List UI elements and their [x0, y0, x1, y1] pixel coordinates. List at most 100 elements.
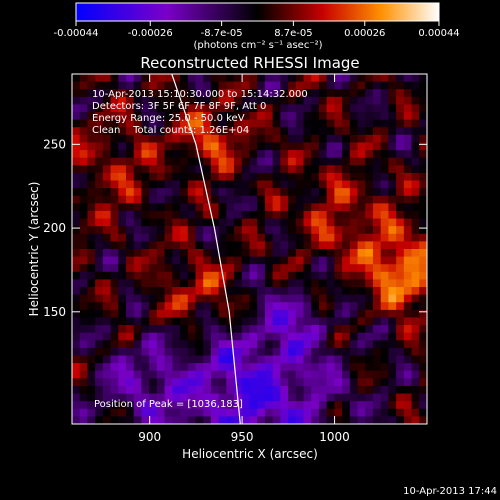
heatmap-cell — [102, 325, 111, 334]
heatmap-cell — [203, 210, 212, 219]
heatmap-cell — [272, 89, 281, 98]
heatmap-cell — [156, 279, 166, 288]
heatmap-cell — [149, 249, 158, 258]
heatmap-cell — [264, 134, 274, 143]
heatmap-cell — [156, 256, 166, 265]
heatmap-cell — [380, 172, 389, 181]
heatmap-cell — [372, 226, 382, 235]
heatmap-cell — [357, 195, 366, 204]
heatmap-cell — [87, 355, 96, 364]
heatmap-cell — [126, 81, 135, 90]
heatmap-cell — [295, 416, 304, 424]
heatmap-cell — [342, 203, 351, 212]
heatmap-cell — [365, 325, 374, 334]
heatmap-cell — [365, 241, 374, 250]
heatmap-cell — [419, 340, 427, 349]
heatmap-cell — [280, 408, 289, 417]
heatmap-cell — [318, 142, 328, 151]
heatmap-cell — [295, 96, 304, 105]
heatmap-cell — [141, 74, 150, 83]
colorbar-tick-label: -0.00026 — [128, 28, 173, 39]
heatmap-cell — [334, 370, 343, 379]
heatmap-cell — [334, 393, 343, 402]
heatmap-cell — [95, 347, 104, 356]
heatmap-cell — [380, 188, 389, 197]
heatmap-cell — [141, 134, 150, 143]
heatmap-cell — [403, 416, 412, 424]
heatmap-cell — [218, 81, 227, 90]
heatmap-cell — [411, 241, 420, 250]
heatmap-cell — [203, 157, 212, 166]
heatmap-cell — [280, 218, 289, 227]
heatmap-cell — [396, 287, 405, 296]
heatmap-cell — [110, 355, 119, 364]
heatmap-cell — [164, 81, 173, 90]
heatmap-cell — [156, 233, 166, 242]
heatmap-cell — [234, 233, 243, 242]
heatmap-cell — [172, 287, 181, 296]
heatmap-cell — [218, 150, 227, 159]
heatmap-cell — [95, 112, 104, 121]
heatmap-cell — [72, 340, 81, 349]
heatmap-cell — [172, 127, 181, 136]
heatmap-cell — [295, 226, 304, 235]
heatmap-cell — [180, 325, 189, 334]
heatmap-cell — [403, 294, 412, 303]
heatmap-cell — [72, 287, 81, 296]
heatmap-cell — [149, 180, 158, 189]
heatmap-cell — [149, 317, 158, 326]
timestamp: 10-Apr-2013 17:44 — [403, 486, 497, 497]
heatmap-cell — [172, 271, 181, 280]
heatmap-cell — [118, 241, 127, 250]
heatmap-cell — [257, 363, 266, 372]
heatmap-cell — [303, 119, 312, 128]
heatmap-cell — [195, 188, 204, 197]
heatmap-cell — [133, 401, 142, 410]
heatmap-cell — [87, 233, 96, 242]
heatmap-cell — [126, 287, 135, 296]
heatmap-cell — [334, 180, 343, 189]
heatmap-cell — [102, 416, 111, 424]
heatmap-cell — [334, 172, 343, 181]
heatmap-cell — [210, 416, 220, 424]
heatmap-cell — [87, 218, 96, 227]
heatmap-cell — [172, 96, 181, 105]
heatmap-cell — [156, 271, 166, 280]
heatmap-cell — [411, 309, 420, 318]
heatmap-cell — [141, 309, 150, 318]
heatmap-cell — [311, 195, 320, 204]
heatmap-cell — [303, 378, 312, 387]
heatmap-cell — [342, 96, 351, 105]
heatmap-cell — [79, 393, 88, 402]
heatmap-cell — [288, 317, 297, 326]
heatmap-cell — [396, 218, 405, 227]
heatmap-cell — [411, 302, 420, 311]
heatmap-cell — [218, 195, 227, 204]
heatmap-cell — [95, 180, 104, 189]
heatmap-cell — [349, 134, 358, 143]
heatmap-cell — [210, 264, 220, 273]
heatmap-cell — [102, 134, 111, 143]
heatmap-cell — [257, 385, 266, 394]
heatmap-cell — [164, 401, 173, 410]
heatmap-cell — [403, 378, 412, 387]
heatmap-cell — [403, 74, 412, 83]
heatmap-cell — [110, 416, 119, 424]
heatmap-cell — [388, 195, 397, 204]
heatmap-cell — [172, 355, 181, 364]
heatmap-cell — [102, 89, 111, 98]
heatmap-cell — [187, 180, 196, 189]
heatmap-cell — [280, 363, 289, 372]
info-annotations: 10-Apr-2013 15:10:30.000 to 15:14:32.000… — [92, 89, 308, 410]
heatmap-cell — [164, 142, 173, 151]
heatmap-cell — [79, 355, 88, 364]
colorbar-tick-label: 0.00026 — [344, 28, 385, 39]
heatmap-cell — [118, 81, 127, 90]
heatmap-cell — [118, 172, 127, 181]
heatmap-cell — [342, 89, 351, 98]
heatmap-cell — [149, 134, 158, 143]
heatmap-cell — [357, 332, 366, 341]
heatmap-cell — [95, 355, 104, 364]
heatmap-cell — [388, 317, 397, 326]
heatmap-cell — [380, 370, 389, 379]
